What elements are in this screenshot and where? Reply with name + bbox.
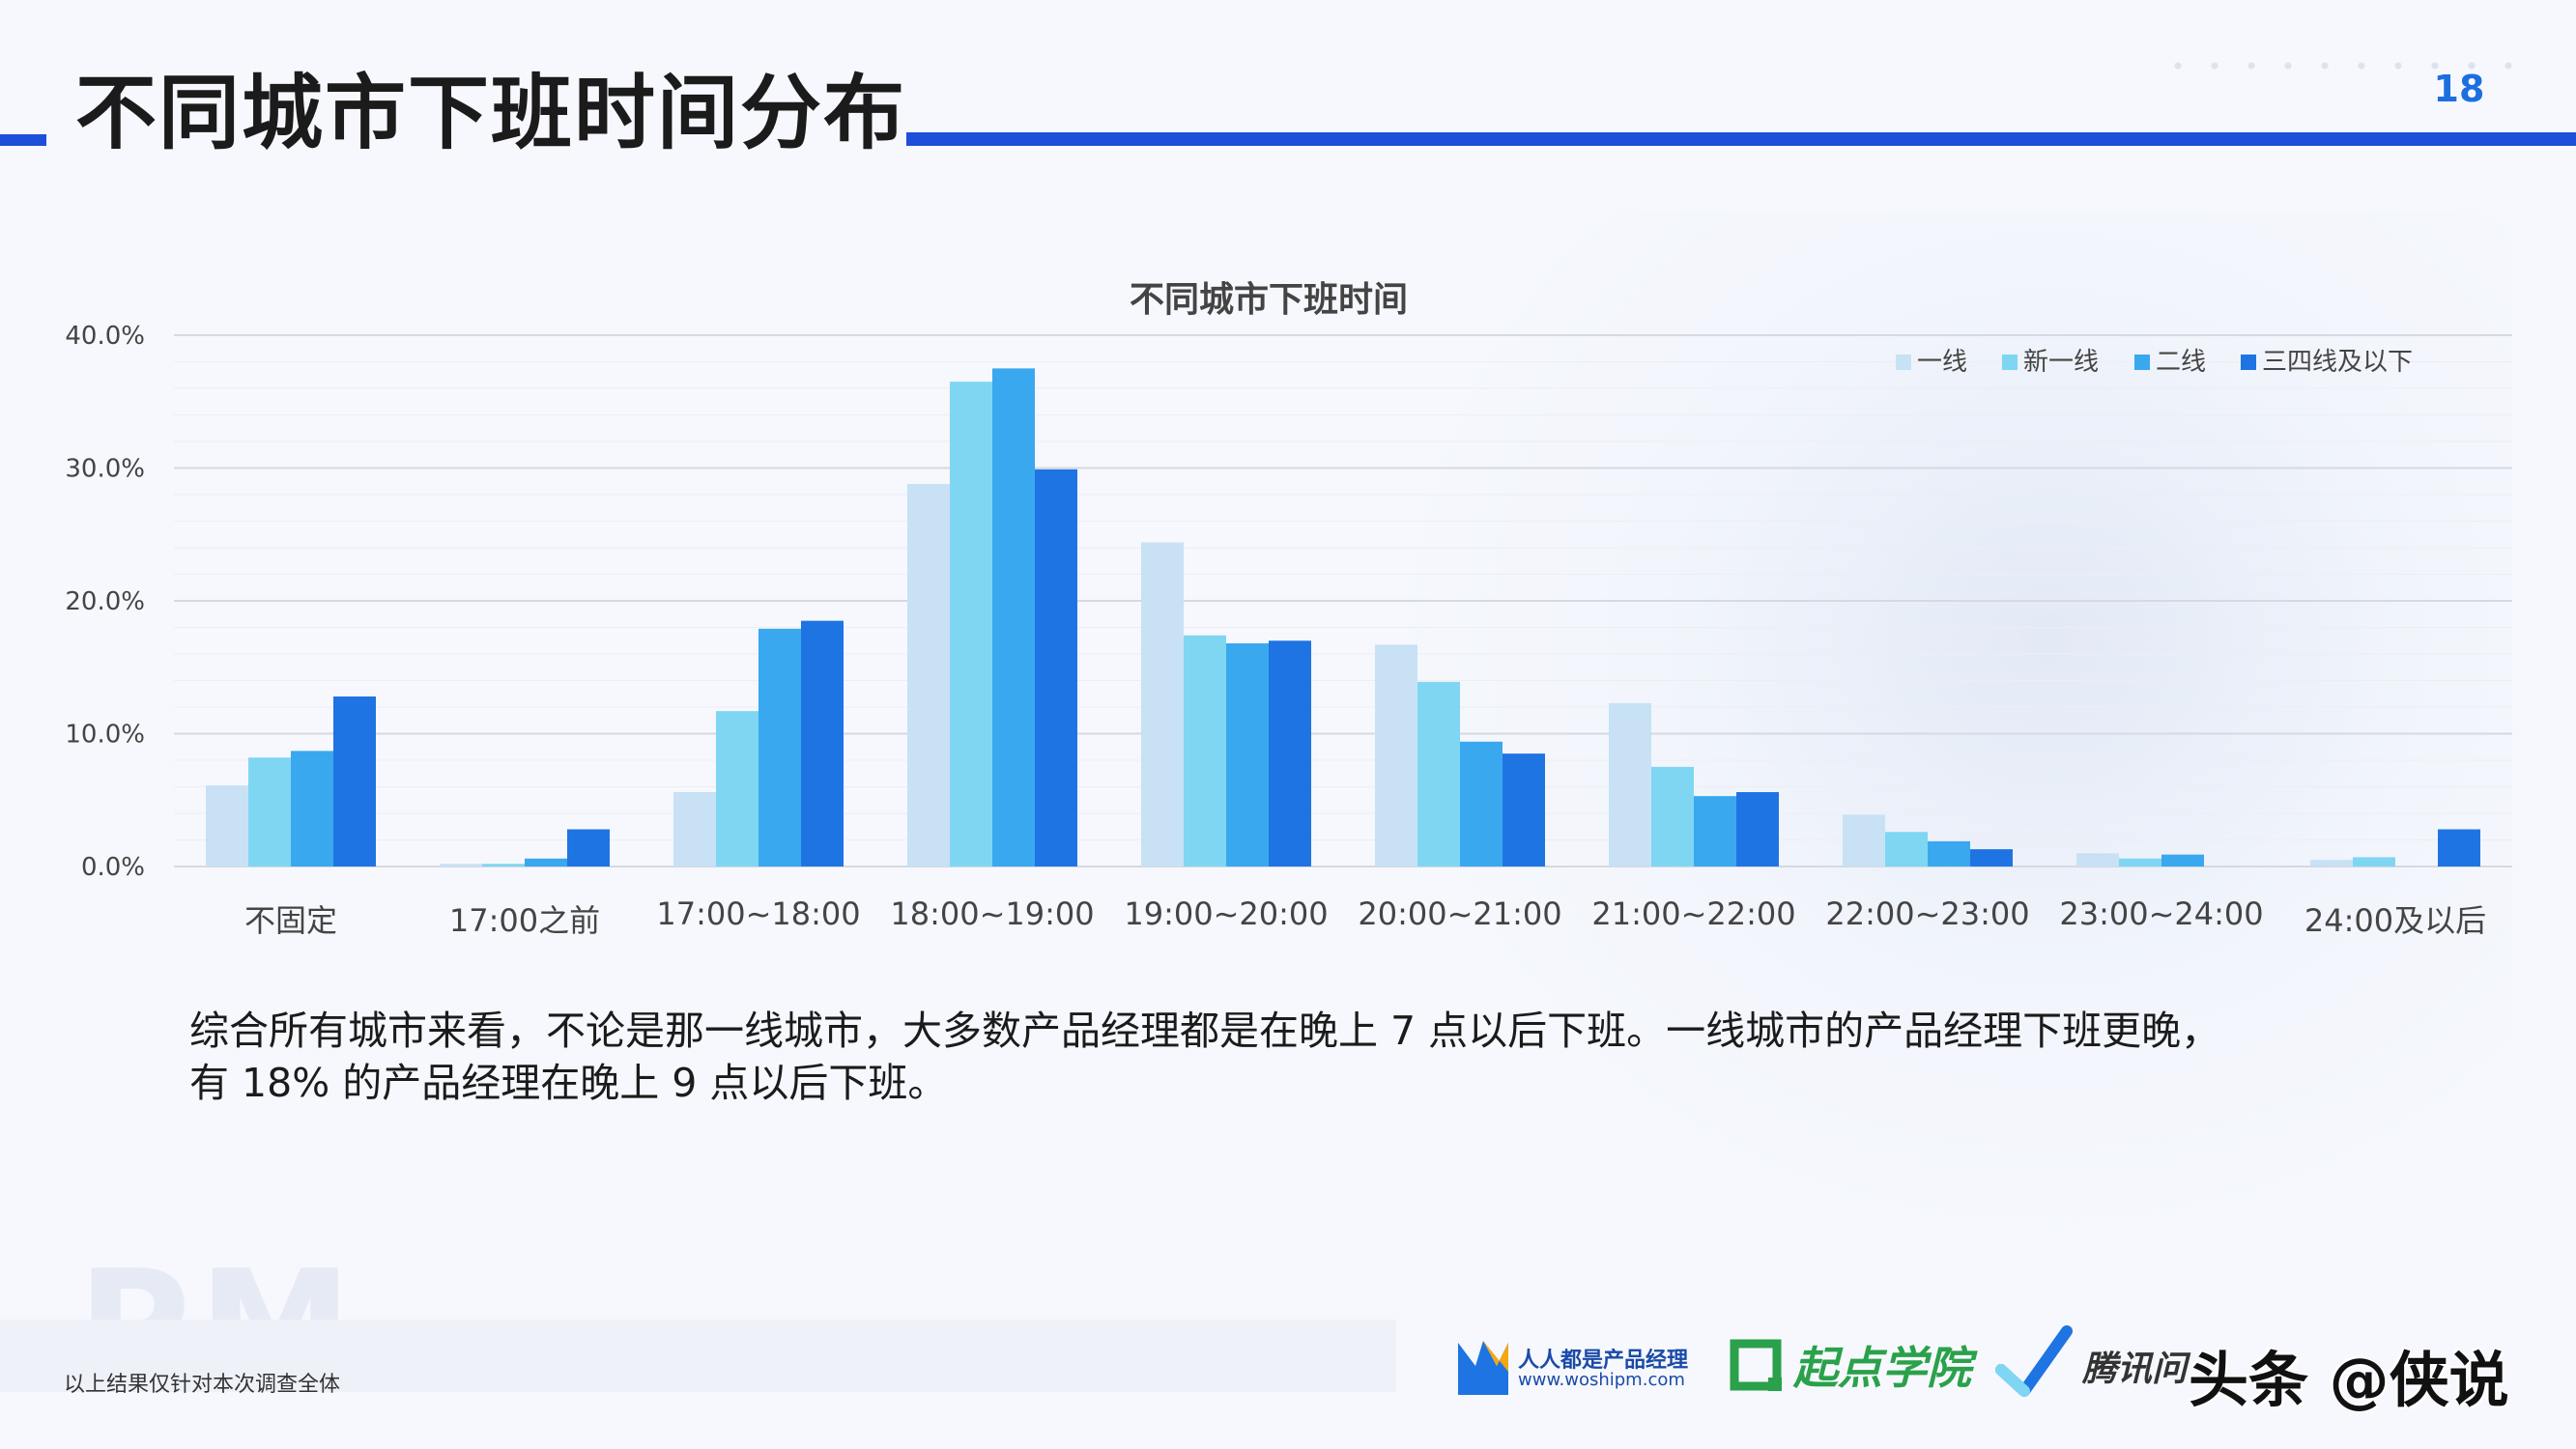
woshipm-name: 人人都是产品经理 [1518,1349,1689,1373]
bar [716,711,758,867]
legend-label: 新一线 [2023,348,2099,377]
x-tick-label: 19:00~20:00 [1124,895,1328,932]
bar [673,792,716,867]
bar [1694,796,1736,867]
woshipm-url: www.woshipm.com [1518,1370,1685,1390]
conclusion-line-1: 综合所有城市来看，不论是那一线城市，大多数产品经理都是在晚上 7 点以后下班。一… [189,1008,2221,1054]
legend-swatch [2134,355,2150,370]
x-tick-label: 22:00~23:00 [1825,895,2029,932]
bar [1843,814,1885,867]
bar [2438,829,2480,867]
page-number: 18 [2433,68,2485,110]
title-accent-bar [0,134,46,146]
qidian-square-icon [1730,1339,1782,1391]
bar [758,628,801,867]
x-tick-label: 17:00~18:00 [656,895,860,932]
chart-title: 不同城市下班时间 [1130,280,1408,320]
bars [206,368,2480,867]
bar [2076,853,2119,867]
bar [2119,858,2161,867]
x-tick-label: 不固定 [244,902,337,939]
legend-swatch [2241,355,2256,370]
bar [2161,854,2204,867]
conclusion-text: 综合所有城市来看，不论是那一线城市，大多数产品经理都是在晚上 7 点以后下班。一… [189,1005,2412,1109]
x-tick-label: 21:00~22:00 [1591,895,1795,932]
bar [248,757,291,867]
bar [1269,640,1311,867]
woshipm-m-icon [1458,1341,1508,1395]
dot-grid-decoration [2160,43,2517,101]
legend-swatch [1896,355,1911,370]
footer-band [0,1320,1396,1392]
bar [1651,766,1694,867]
qidian-name: 起点学院 [1793,1342,1971,1394]
bar [1460,741,1503,867]
bar [1736,792,1779,867]
conclusion-line-2: 有 18% 的产品经理在晚上 9 点以后下班。 [189,1060,948,1106]
bar [1375,644,1417,867]
qidian-logo: 起点学院 [1730,1314,1971,1410]
bar [333,696,376,867]
x-tick-label: 23:00~24:00 [2059,895,2263,932]
y-tick-label: 0.0% [81,853,145,882]
bar [1226,643,1269,867]
bar [1609,702,1651,867]
bar [907,484,950,867]
bar [1184,635,1226,867]
footnote: 以上结果仅针对本次调查全体 [64,1373,341,1397]
bar [1503,753,1545,867]
title-rule [906,132,2576,146]
legend-label: 三四线及以下 [2262,348,2413,377]
bar [567,829,610,867]
tencent-name: 腾讯问 [2082,1350,2188,1389]
bar [1970,849,2013,867]
x-tick-label: 17:00之前 [449,902,600,939]
x-tick-label: 18:00~19:00 [890,895,1094,932]
legend-label: 一线 [1917,348,1967,377]
sponsor-logos: 人人都是产品经理 www.woshipm.com 起点学院 腾讯问 头条 @侠说 [1454,1314,2565,1415]
bar [206,785,248,867]
bar [2353,857,2395,867]
legend-label: 二线 [2156,348,2206,377]
bar [1141,542,1184,867]
y-tick-label: 30.0% [65,455,145,484]
bar [2310,860,2353,867]
toutiao-watermark: 头条 @侠说 [2189,1314,2565,1415]
bar [950,382,992,867]
y-tick-label: 40.0% [65,322,145,351]
bar [992,368,1035,867]
axis-labels: 0.0% 10.0% 20.0% 30.0% 40.0% 不固定 17:00之前 17:00~… [65,322,2486,939]
x-tick-label: 24:00及以后 [2304,902,2486,939]
grid-lines [174,334,2512,867]
bar [440,864,482,867]
toutiao-text: 头条 @侠说 [2189,1345,2509,1415]
x-tick-label: 20:00~21:00 [1358,895,1561,932]
page-title: 不同城市下班时间分布 [75,66,907,160]
bar [801,620,844,867]
bar [1417,681,1460,867]
bar [291,751,333,867]
bar-chart: 不同城市下班时间 0.0% 10.0% 20.0% 30.0% 40.0% 不固定 17:0… [65,280,2512,939]
bar [1885,832,1928,867]
woshipm-logo: 人人都是产品经理 www.woshipm.com [1454,1314,1701,1410]
legend-swatch [2002,355,2018,370]
bar [482,864,525,867]
legend: 一线 新一线 二线 三四线及以下 [1896,348,2413,377]
y-tick-label: 10.0% [65,721,145,750]
checkmark-icon [1995,1325,2073,1397]
tencent-logo: 腾讯问 [1995,1314,2227,1410]
bar [1035,469,1077,867]
bar [525,858,567,867]
y-tick-label: 20.0% [65,587,145,616]
bar [1928,840,1970,867]
